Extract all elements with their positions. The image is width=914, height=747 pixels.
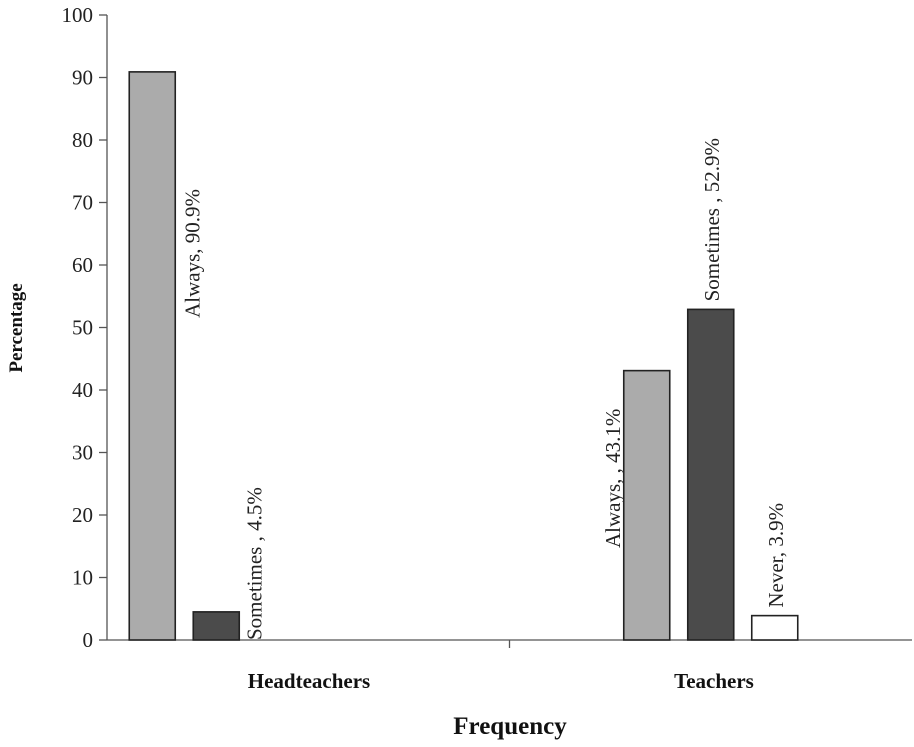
data-label: Always, , 43.1%: [601, 409, 625, 548]
y-tick-label: 20: [72, 503, 93, 527]
y-tick-label: 90: [72, 66, 93, 90]
data-label: Never, 3.9%: [764, 503, 788, 608]
bar-teachers-sometimes: [686, 308, 735, 641]
y-tick-label: 40: [72, 378, 93, 402]
y-tick-label: 0: [83, 628, 94, 652]
y-tick-label: 70: [72, 191, 93, 215]
y-axis-title: Percentage: [6, 283, 27, 372]
y-tick-label: 50: [72, 316, 93, 340]
bar-headteachers-sometimes: [192, 611, 241, 641]
y-tick-label: 30: [72, 441, 93, 465]
bars: [128, 71, 799, 641]
x-category-label: Headteachers: [248, 669, 370, 693]
x-axis-title: Frequency: [453, 713, 567, 740]
data-label: Sometimes , 52.9%: [700, 138, 724, 301]
data-label: Always, 90.9%: [180, 189, 204, 318]
y-tick-label: 60: [72, 253, 93, 277]
y-tick-label: 80: [72, 128, 93, 152]
bar-teachers-always: [622, 369, 671, 641]
y-tick-label: 10: [72, 566, 93, 590]
bar-teachers-never: [750, 614, 799, 641]
y-tick-label: 100: [62, 3, 94, 27]
data-labels: Always, 90.9% Sometimes , 4.5% Headteacher…: [180, 138, 788, 693]
axes: 0 10 20 30 40 50 60 70 80 90 100: [62, 3, 912, 652]
bar-headteachers-always: [128, 71, 177, 641]
data-label: Sometimes , 4.5%: [242, 487, 266, 640]
x-category-label: Teachers: [674, 669, 754, 693]
